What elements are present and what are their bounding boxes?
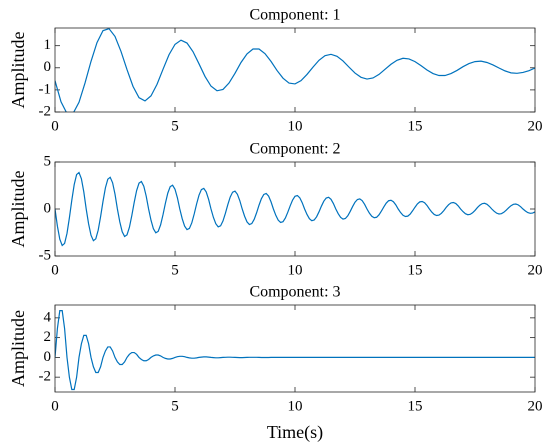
x-tick-label: 10: [288, 398, 303, 414]
y-tick-label: 1: [44, 37, 52, 53]
x-tick-label: 0: [51, 118, 59, 134]
x-tick-label: 0: [51, 398, 59, 414]
axes-box: [54, 161, 536, 257]
x-tick-label: 15: [408, 398, 423, 414]
y-tick-label: 0: [44, 349, 52, 365]
x-tick-label: 15: [408, 118, 423, 134]
y-tick-label: 0: [44, 200, 52, 216]
x-tick-label: 20: [528, 262, 543, 278]
data-line: [55, 310, 535, 391]
x-tick-label: 5: [171, 118, 179, 134]
x-tick-label: 20: [528, 118, 543, 134]
data-line: [55, 171, 535, 247]
subplot-title: Component: 3: [249, 284, 340, 301]
x-tick-label: 10: [288, 262, 303, 278]
y-tick-label: 5: [44, 153, 52, 169]
y-tick-label: 2: [44, 329, 52, 345]
y-axis-label: Amplitude: [8, 31, 28, 108]
x-tick-label: 0: [51, 262, 59, 278]
x-axis-label: Time(s): [267, 422, 323, 443]
data-line: [55, 28, 535, 112]
y-tick-label: 0: [44, 59, 52, 75]
y-tick-label: -2: [39, 369, 52, 385]
y-tick-label: 4: [44, 309, 52, 325]
x-tick-label: 20: [528, 398, 543, 414]
x-tick-label: 5: [171, 262, 179, 278]
y-axis-label: Amplitude: [8, 310, 28, 387]
subplot-title: Component: 2: [249, 141, 340, 158]
x-tick-label: 10: [288, 118, 303, 134]
x-tick-label: 15: [408, 262, 423, 278]
x-tick-label: 5: [171, 398, 179, 414]
y-tick-label: -1: [39, 81, 52, 97]
y-tick-label: -2: [39, 103, 52, 119]
axes-box: [54, 27, 536, 113]
subplot-title: Component: 1: [249, 7, 340, 24]
y-tick-label: -5: [39, 247, 52, 263]
y-axis-label: Amplitude: [8, 170, 28, 247]
axes-box: [54, 304, 536, 393]
